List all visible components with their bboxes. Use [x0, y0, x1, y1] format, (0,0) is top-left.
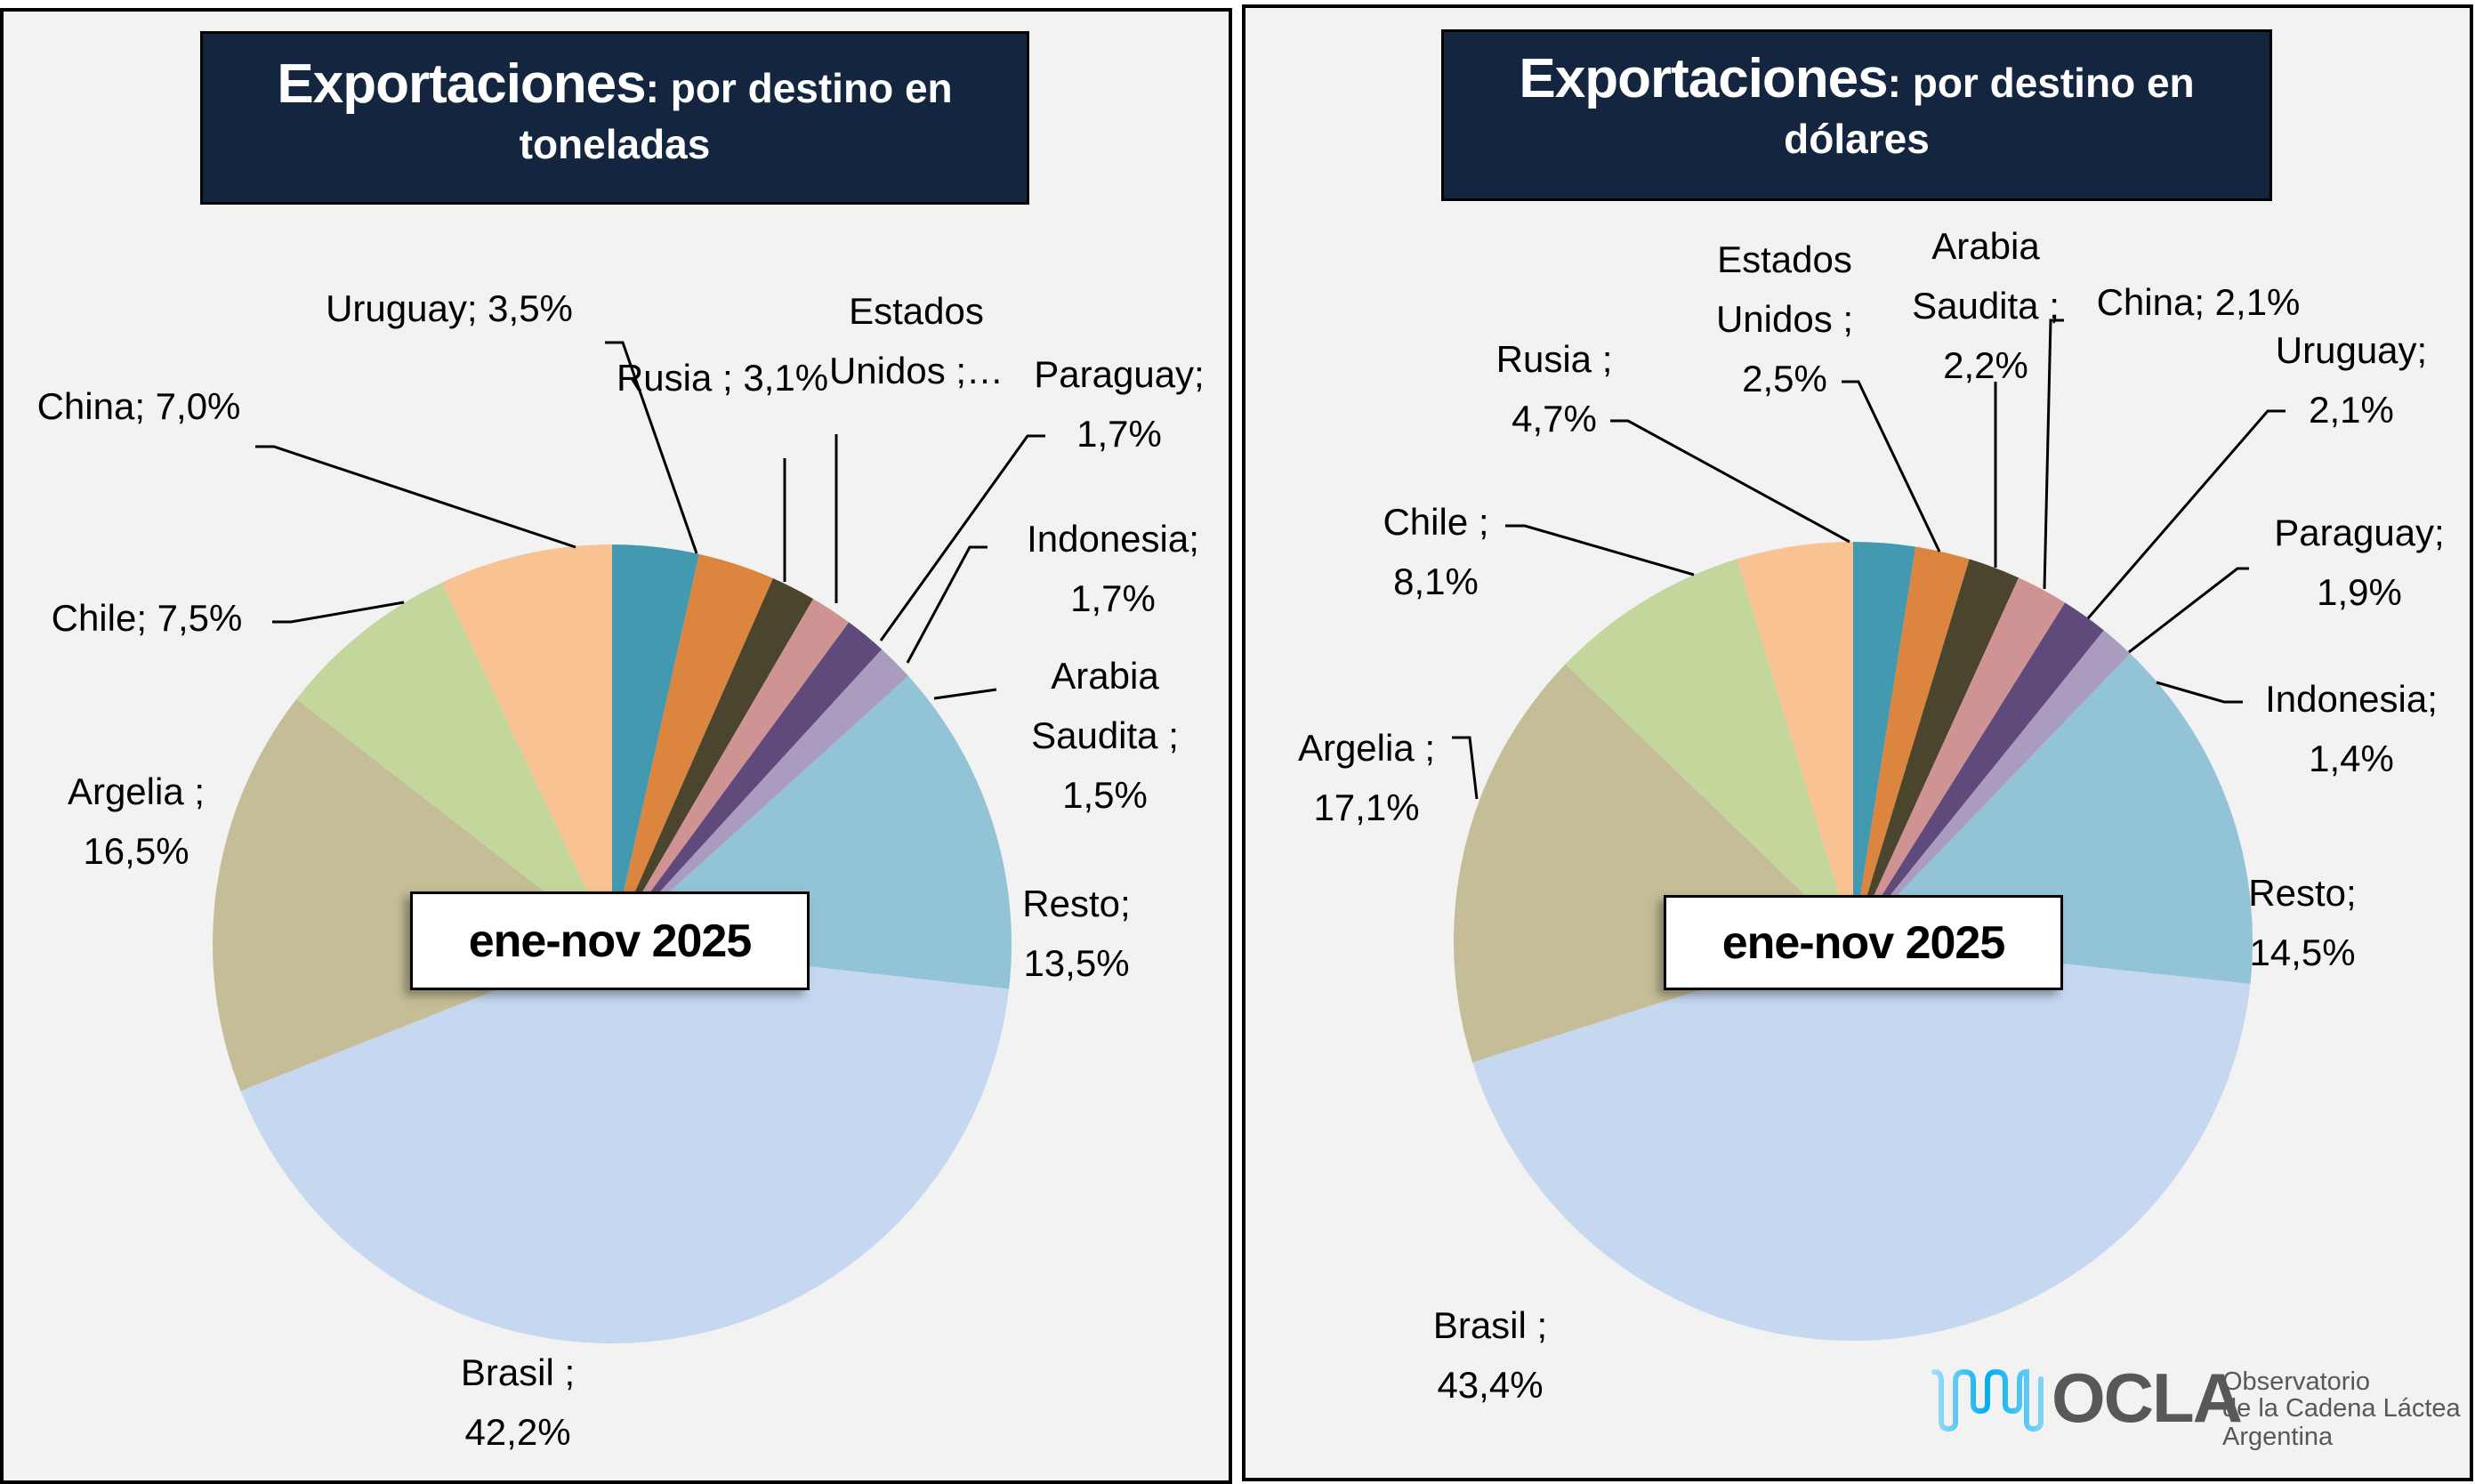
data-label-brasil: 43,4%: [1437, 1364, 1543, 1406]
pie-slice-brasil: [1472, 941, 2251, 1342]
leader-line-chile: [1505, 524, 1695, 577]
data-label-rusia: Rusia ; 3,1%: [617, 357, 828, 399]
data-label-chile: Chile ;: [1383, 501, 1488, 543]
logo-line-1: Observatorio: [2222, 1367, 2371, 1396]
data-label-estados-unidos: Estados: [849, 290, 984, 332]
data-label-arabia-saudita: 1,5%: [1062, 774, 1148, 816]
title-bold: Exportaciones: [277, 53, 646, 115]
pie-slice-chile: [296, 582, 612, 944]
leader-line-chile: [272, 601, 405, 624]
data-label-argelia: Argelia ;: [1298, 727, 1435, 769]
chart-title-tonnes: Exportaciones: por destino en toneladas: [200, 31, 1029, 205]
data-label-estados-unidos: Unidos ;: [1716, 298, 1853, 340]
data-label-uruguay: 2,1%: [2309, 389, 2394, 431]
data-label-resto: 14,5%: [2249, 932, 2355, 973]
pie-slice-rusia: [612, 553, 773, 944]
data-label-indonesia: Indonesia;: [2265, 678, 2438, 720]
data-label-indonesia: 1,4%: [2309, 738, 2394, 779]
data-label-indonesia: 1,7%: [1070, 577, 1156, 619]
data-label-paraguay: Paraguay;: [1034, 353, 1204, 395]
leader-line-arabia-saudita: [933, 688, 997, 700]
data-label-arabia-saudita: Saudita ;: [1031, 714, 1179, 756]
title-line2: dólares: [1784, 115, 1930, 162]
data-label-uruguay: Uruguay; 3,5%: [326, 287, 573, 329]
pie-slice-paraguay: [1853, 602, 2104, 941]
data-label-indonesia: Indonesia;: [1027, 518, 1199, 560]
leader-line-indonesia: [2156, 681, 2243, 704]
data-label-estados-unidos: Unidos ;…: [829, 350, 1004, 391]
leader-line-paraguay: [2128, 567, 2249, 654]
pie-slice-brasil: [240, 944, 1010, 1343]
leader-line-argelia: [1452, 736, 1479, 800]
title-line2: toneladas: [519, 120, 711, 167]
data-label-argelia: Argelia ;: [68, 770, 205, 812]
data-label-rusia: 4,7%: [1512, 398, 1597, 440]
pie-slice-indonesia: [612, 622, 883, 944]
logo-wordmark: OCLA: [2052, 1359, 2243, 1437]
chart-title-dollars: Exportaciones: por destino en dólares: [1441, 29, 2272, 201]
leader-line-china: [2043, 319, 2064, 590]
data-label-chile: 8,1%: [1393, 561, 1479, 602]
data-label-paraguay: 1,7%: [1076, 413, 1162, 455]
pie-chart-dollars: Estados Unidos ; 2,5% Arabia Saudita ; 2,2% Ch…: [1298, 225, 2445, 1406]
data-label-brasil: Brasil ;: [461, 1351, 575, 1393]
pie-slice-estados-unidos: [612, 578, 814, 944]
pie-slice-arabia-saudita: [612, 649, 909, 944]
data-label-china: China; 2,1%: [2097, 281, 2301, 323]
pie-chart-tonnes: Uruguay; 3,5% Rusia ; 3,1% Estados Unidos ;…: [37, 287, 1205, 1453]
pie-slice-indonesia: [1853, 630, 2131, 941]
data-label-estados-unidos: 2,5%: [1742, 358, 1827, 399]
data-label-arabia-saudita: Saudita ;: [1912, 285, 2060, 327]
data-label-brasil: 42,2%: [464, 1411, 570, 1453]
leader-line-paraguay: [879, 434, 1045, 641]
data-label-chile: Chile; 7,5%: [52, 597, 243, 639]
ocla-logo: OCLA Observatorio de la Cadena Láctea Ar…: [1929, 1363, 2463, 1461]
pie-slice-chile: [1565, 559, 1853, 941]
data-label-argelia: 17,1%: [1313, 786, 1419, 828]
leader-line-estados-unidos: [1842, 380, 1941, 552]
data-label-estados-unidos: Estados: [1717, 238, 1852, 280]
pie-slice-china: [1853, 559, 2020, 941]
data-label-arabia-saudita: Arabia: [1051, 655, 1159, 697]
data-label-resto: Resto;: [2248, 872, 2356, 914]
pie-slice-arabia-saudita: [1853, 546, 1970, 941]
data-label-brasil: Brasil ;: [1433, 1304, 1547, 1346]
leader-line-uruguay: [605, 341, 698, 554]
data-label-argelia: 16,5%: [83, 830, 189, 872]
leader-line-indonesia: [906, 545, 988, 664]
pie-slice-china: [441, 544, 612, 944]
data-label-uruguay: Uruguay;: [2276, 329, 2427, 371]
leader-line-uruguay: [2086, 409, 2286, 619]
wave-icon: [1931, 1368, 2044, 1432]
leader-line-china: [255, 445, 576, 549]
data-label-china: China; 7,0%: [37, 385, 241, 427]
period-label-tonnes: ene-nov 2025: [410, 891, 810, 990]
pie-slice-uruguay: [612, 544, 699, 944]
data-label-arabia-saudita: 2,2%: [1943, 344, 2028, 386]
data-label-paraguay: Paraguay;: [2274, 512, 2444, 553]
pie-slice-rusia: [1737, 542, 1853, 941]
data-label-resto: 13,5%: [1023, 942, 1129, 984]
title-rest: : por destino en: [645, 65, 953, 111]
logo-line-3: Argentina: [2222, 1423, 2334, 1451]
data-label-arabia-saudita: Arabia: [1931, 225, 2040, 267]
pie-slice-estados-unidos: [1853, 542, 1916, 941]
data-label-paraguay: 1,9%: [2317, 571, 2402, 613]
title-rest: : por destino en: [1887, 60, 2195, 106]
title-bold: Exportaciones: [1519, 48, 1888, 109]
pie-slice-paraguay: [612, 599, 850, 944]
data-label-rusia: Rusia ;: [1496, 338, 1613, 380]
period-label-dollars: ene-nov 2025: [1664, 895, 2063, 990]
data-label-resto: Resto;: [1022, 883, 1130, 924]
leader-line-rusia: [1610, 419, 1850, 544]
pie-slice-uruguay: [1853, 577, 2066, 941]
logo-line-2: de la Cadena Láctea: [2222, 1394, 2461, 1423]
